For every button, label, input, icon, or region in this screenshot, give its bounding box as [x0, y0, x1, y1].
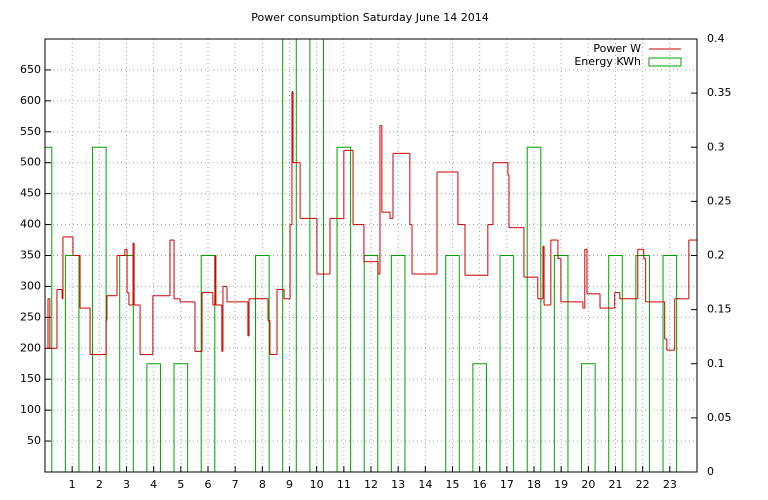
energy-bar — [45, 146, 53, 472]
x-tick-label: 19 — [554, 478, 568, 491]
y2-tick-label: 0.4 — [707, 32, 725, 45]
energy-bar — [608, 255, 623, 472]
y2-tick-label: 0.35 — [707, 86, 732, 99]
plot-area — [45, 39, 697, 472]
x-tick-label: 7 — [232, 478, 239, 491]
y-tick-label: 150 — [20, 372, 41, 385]
y2-tick-label: 0.05 — [707, 411, 732, 424]
y2-tick-label: 0 — [707, 465, 714, 478]
energy-bar — [472, 363, 487, 472]
energy-bar — [635, 255, 650, 472]
y-tick-label: 600 — [20, 94, 41, 107]
y-tick-label: 200 — [20, 341, 41, 354]
x-tick-label: 15 — [446, 478, 460, 491]
x-tick-label: 11 — [337, 478, 351, 491]
x-tick-label: 1 — [69, 478, 76, 491]
energy-bar — [390, 255, 406, 472]
x-tick-label: 16 — [473, 478, 487, 491]
x-tick-label: 2 — [96, 478, 103, 491]
energy-bar — [662, 255, 678, 472]
x-tick-label: 8 — [259, 478, 266, 491]
x-tick-label: 5 — [177, 478, 184, 491]
energy-bar — [173, 363, 189, 472]
energy-bar — [336, 146, 352, 472]
energy-bar — [526, 146, 542, 472]
energy-bar — [119, 255, 134, 472]
y-tick-label: 300 — [20, 279, 41, 292]
energy-bar — [309, 39, 324, 472]
x-tick-label: 3 — [123, 478, 130, 491]
x-tick-label: 14 — [418, 478, 432, 491]
chart-title: Power consumption Saturday June 14 2014 — [251, 11, 488, 24]
y-tick-label: 450 — [20, 187, 41, 200]
x-tick-label: 20 — [581, 478, 595, 491]
y2-tick-label: 0.15 — [707, 303, 732, 316]
x-tick-label: 13 — [391, 478, 405, 491]
x-tick-label: 22 — [636, 478, 650, 491]
y-tick-label: 550 — [20, 125, 41, 138]
legend-label: Power W — [593, 42, 641, 55]
y-tick-label: 50 — [27, 434, 41, 447]
energy-bar — [499, 255, 515, 472]
energy-bar — [146, 363, 161, 472]
energy-bar — [64, 255, 80, 472]
y-tick-label: 250 — [20, 310, 41, 323]
x-tick-label: 6 — [205, 478, 212, 491]
y-tick-label: 350 — [20, 249, 41, 262]
y-tick-label: 400 — [20, 218, 41, 231]
x-tick-label: 21 — [609, 478, 623, 491]
plot-frame — [44, 38, 698, 473]
y-tick-label: 100 — [20, 403, 41, 416]
y2-tick-label: 0.25 — [707, 194, 732, 207]
energy-bar — [553, 255, 569, 472]
y2-tick-label: 0.2 — [707, 249, 725, 262]
energy-bar — [255, 255, 270, 472]
energy-bar — [282, 39, 297, 472]
y2-tick-label: 0.3 — [707, 140, 725, 153]
x-tick-label: 10 — [310, 478, 324, 491]
y-tick-label: 650 — [20, 63, 41, 76]
energy-bar — [363, 255, 379, 472]
y2-tick-label: 0.1 — [707, 357, 725, 370]
y-tick-label: 500 — [20, 156, 41, 169]
x-tick-label: 18 — [527, 478, 541, 491]
x-tick-label: 12 — [364, 478, 378, 491]
energy-bar — [200, 255, 216, 472]
legend-swatch — [648, 57, 682, 67]
x-tick-label: 23 — [663, 478, 677, 491]
x-tick-label: 17 — [500, 478, 514, 491]
x-tick-label: 4 — [150, 478, 157, 491]
legend-label: Energy KWh — [574, 55, 641, 68]
x-tick-label: 9 — [286, 478, 293, 491]
energy-bar — [445, 255, 460, 472]
energy-bar — [92, 146, 107, 472]
energy-bar — [581, 363, 596, 472]
